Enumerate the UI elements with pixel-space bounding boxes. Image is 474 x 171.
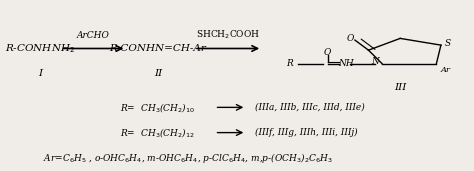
Text: O: O xyxy=(324,48,331,57)
Text: Ar: Ar xyxy=(440,66,450,74)
Text: (IIIa, IIIb, IIIc, IIId, IIIe): (IIIa, IIIb, IIIc, IIId, IIIe) xyxy=(255,103,365,112)
Text: R: R xyxy=(286,59,292,68)
Text: R-CONHNH$_2$: R-CONHNH$_2$ xyxy=(5,42,75,55)
Text: I: I xyxy=(38,69,42,78)
Text: (IIIf, IIIg, IIIh, IIIi, IIIj): (IIIf, IIIg, IIIh, IIIi, IIIj) xyxy=(255,128,358,137)
Text: N: N xyxy=(371,57,379,67)
Text: NH: NH xyxy=(338,59,354,68)
Text: S: S xyxy=(445,39,451,48)
Text: ArCHO: ArCHO xyxy=(77,31,109,40)
Text: II: II xyxy=(154,69,162,78)
Text: Ar=C$_6$H$_5$ , o-OHC$_6$H$_4$, m-OHC$_6$H$_4$, p-ClC$_6$H$_4$, m,p-(OCH$_3$)$_2: Ar=C$_6$H$_5$ , o-OHC$_6$H$_4$, m-OHC$_6… xyxy=(43,151,333,165)
Text: SHCH$_2$COOH: SHCH$_2$COOH xyxy=(196,29,260,41)
Text: O: O xyxy=(346,34,354,43)
Text: R=  CH$_3$(CH$_2$)$_{12}$: R= CH$_3$(CH$_2$)$_{12}$ xyxy=(119,126,194,139)
Text: R-CONHN=CH-Ar: R-CONHN=CH-Ar xyxy=(109,44,206,53)
Text: III: III xyxy=(394,83,406,92)
Text: R=  CH$_3$(CH$_2$)$_{10}$: R= CH$_3$(CH$_2$)$_{10}$ xyxy=(119,101,195,114)
